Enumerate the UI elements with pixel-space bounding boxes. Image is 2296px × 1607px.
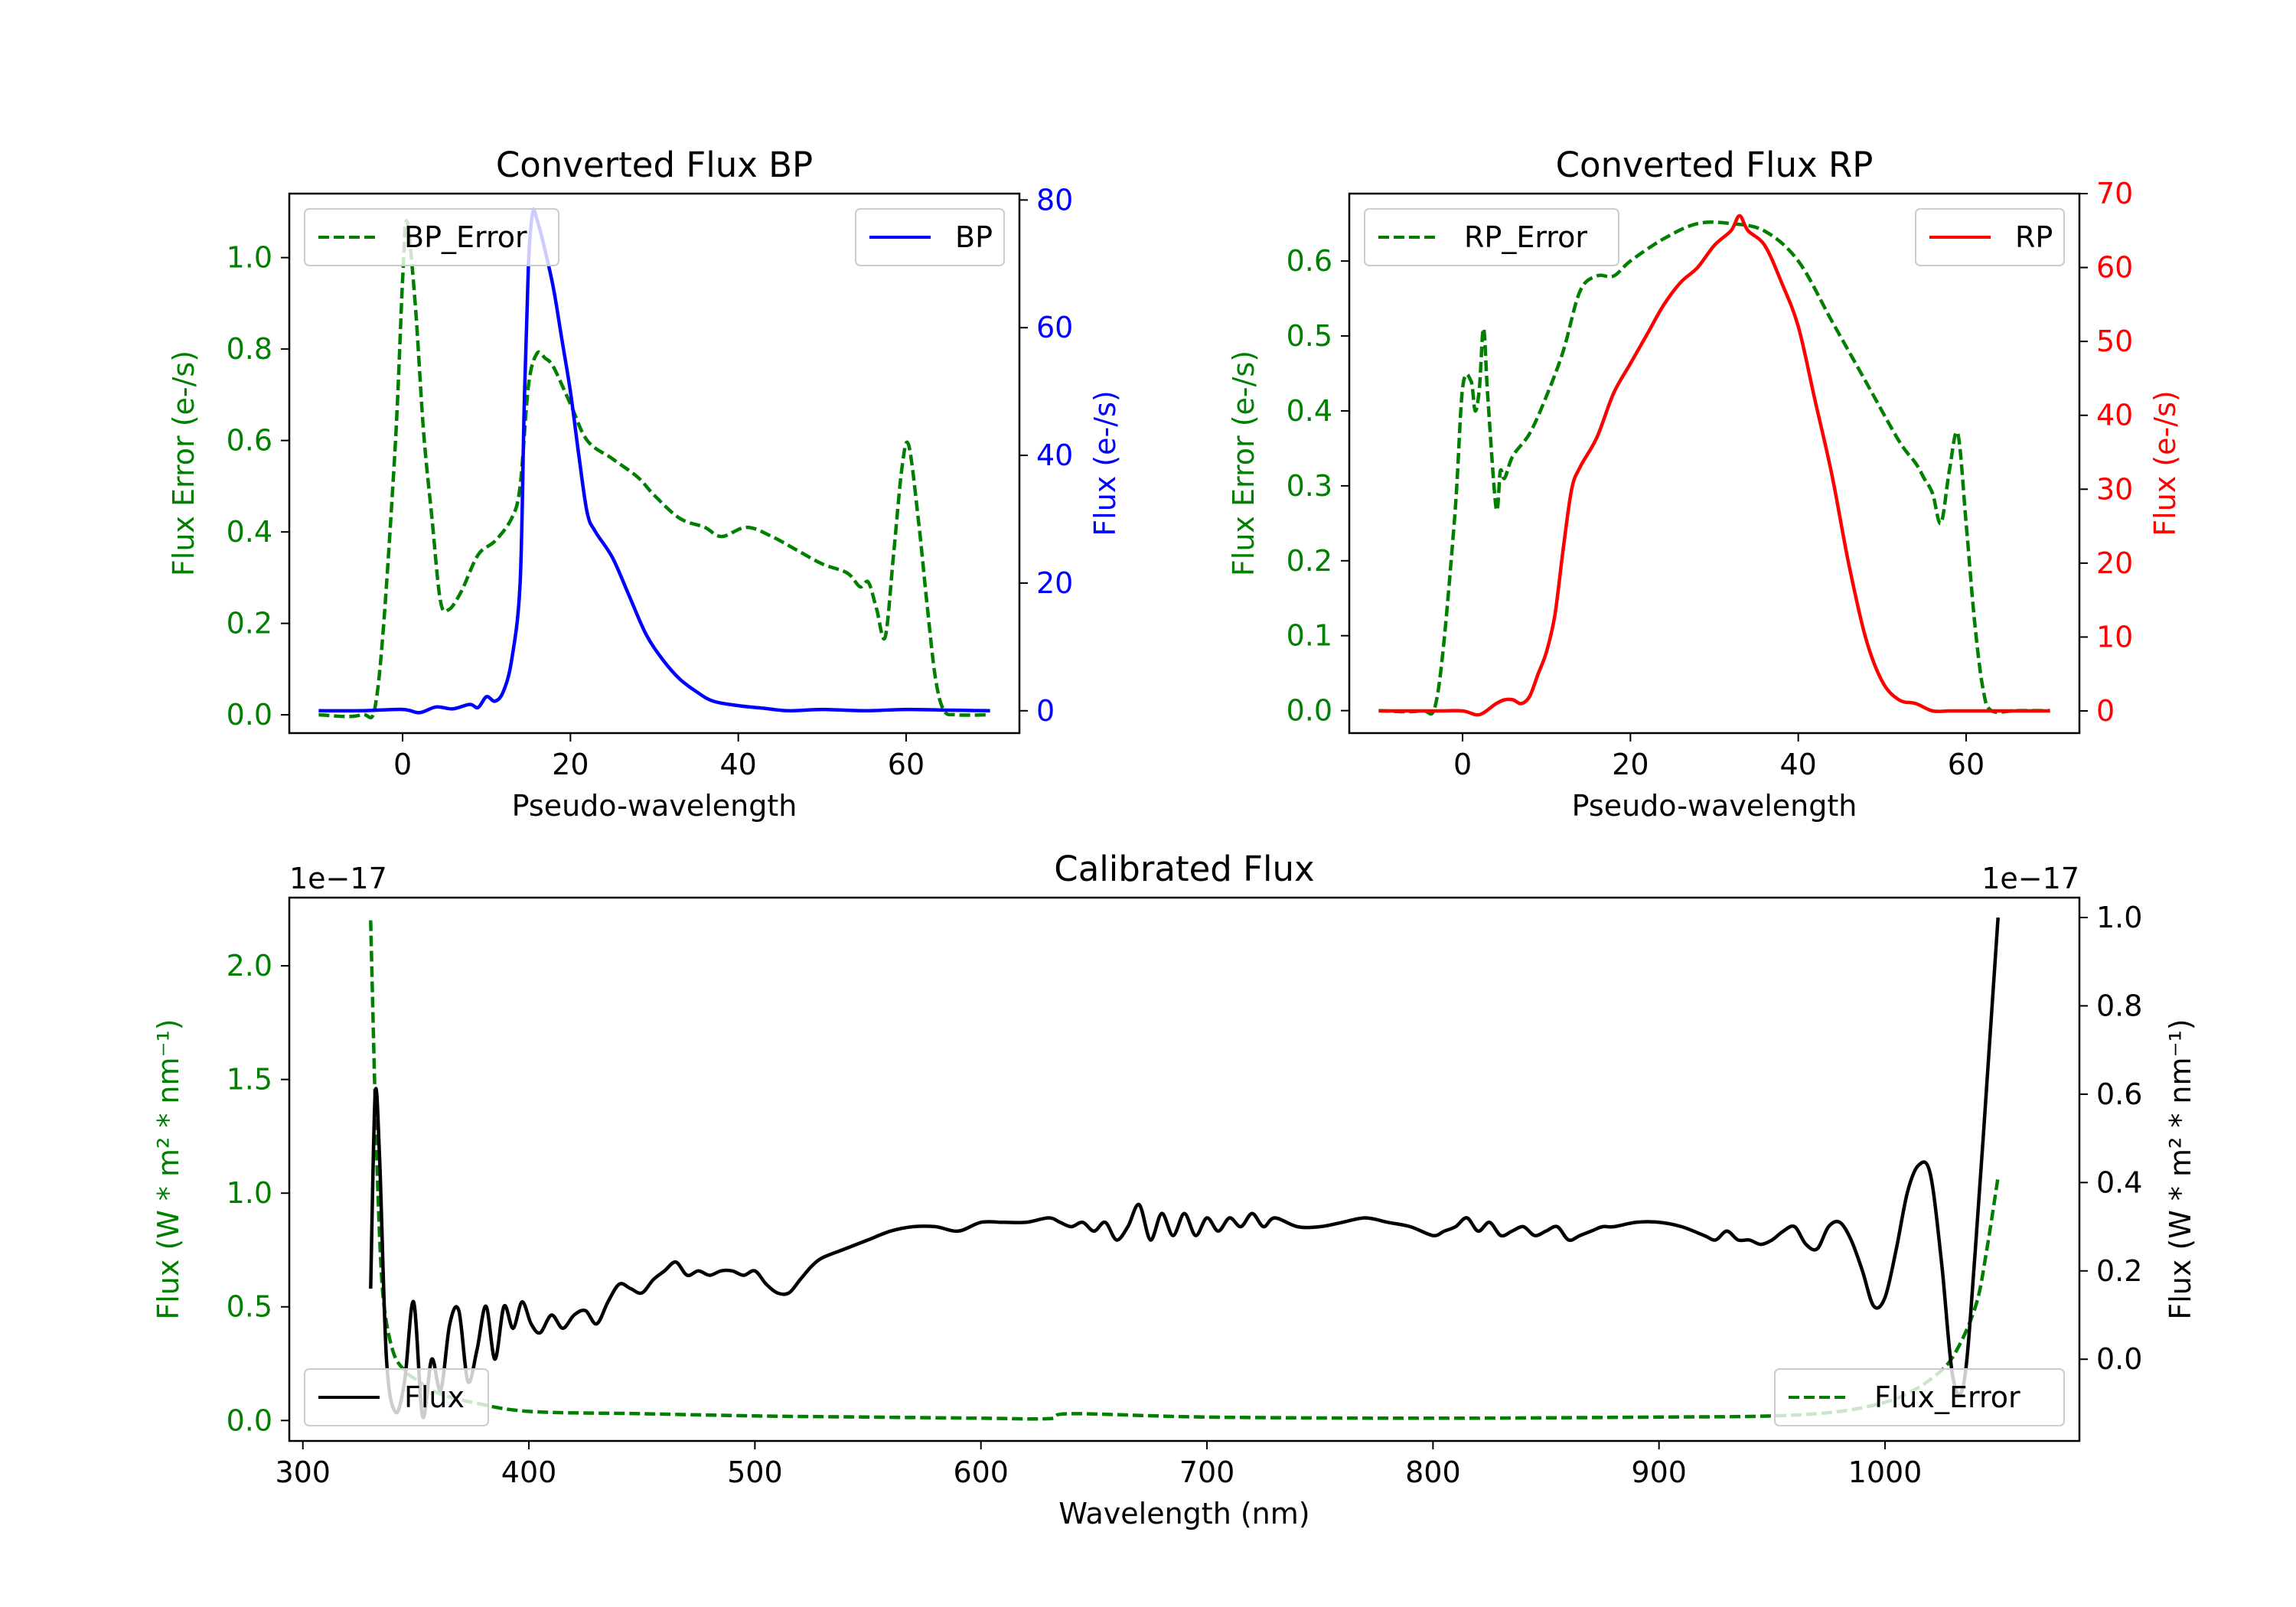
axes-frame — [288, 192, 1021, 735]
y-left-tick-label: 1.0 — [227, 241, 272, 275]
y-left-axis-label: Flux Error (e-/s) — [167, 350, 201, 576]
y-left-tick-label: 0.2 — [227, 607, 272, 641]
y-right-tick-label: 0.0 — [2096, 1342, 2142, 1376]
axes-frame — [1348, 192, 2081, 735]
y-left-tick-label: 0.0 — [227, 1403, 272, 1437]
y-right-axis-label: Flux (e-/s) — [2148, 390, 2182, 536]
x-tick-label: 700 — [1179, 1455, 1235, 1489]
y-left-tick-label: 0.6 — [1287, 244, 1332, 278]
x-tick-label: 300 — [275, 1455, 331, 1489]
chart-title: Converted Flux RP — [1556, 145, 1874, 185]
x-tick-label: 60 — [888, 748, 925, 781]
chart-title: Converted Flux BP — [496, 145, 813, 185]
y-left-tick-label: 1.5 — [227, 1063, 272, 1097]
y-right-tick-label: 0.8 — [2096, 989, 2142, 1022]
x-axis-label: Wavelength (nm) — [1058, 1497, 1309, 1530]
x-tick-label: 400 — [501, 1455, 557, 1489]
x-axis-label: Pseudo-wavelength — [1572, 789, 1857, 823]
legend-rp-error: RP_Error — [1364, 208, 1619, 266]
y-left-tick-label: 0.0 — [227, 698, 272, 732]
y-right-tick-label: 70 — [2096, 177, 2133, 210]
axes-frame — [288, 896, 2081, 1442]
legend-label: BP_Error — [404, 220, 527, 254]
legend-label: Flux — [404, 1380, 465, 1414]
x-tick-label: 0 — [1453, 748, 1472, 781]
y-right-tick-label: 0.2 — [2096, 1254, 2142, 1288]
legend-frame — [1364, 208, 1619, 266]
x-tick-label: 600 — [953, 1455, 1009, 1489]
legend-frame — [304, 208, 559, 266]
chart-cal: 300 400 500 600 700 800 900 1000 0.0 0.5 1.0 1.5 2.0… — [152, 849, 2197, 1530]
x-tick-label: 500 — [727, 1455, 783, 1489]
y-left-axis-label: Flux (W * m² * nm⁻¹) — [152, 1019, 185, 1319]
legend-flux: Flux — [304, 1368, 489, 1426]
y-right-tick-label: 0 — [2096, 694, 2115, 728]
y-right-tick-label: 60 — [1036, 311, 1073, 344]
y-right-axis-label: Flux (e-/s) — [1088, 390, 1122, 536]
x-tick-label: 1000 — [1848, 1455, 1923, 1489]
y-left-tick-label: 0.4 — [227, 515, 272, 549]
x-tick-label: 40 — [719, 748, 756, 781]
y-right-tick-label: 40 — [2096, 399, 2133, 432]
y-right-tick-label: 40 — [1036, 438, 1073, 472]
chart-bp: 0 20 40 60 0.0 0.2 0.4 0.6 0.8 1.0 0 20 40 60 80 Conver… — [167, 145, 1122, 823]
y-right-tick-label: 0 — [1036, 694, 1055, 728]
y-right-axis-label: Flux (W * m² * nm⁻¹) — [2164, 1019, 2197, 1319]
y-right-tick-label: 0.4 — [2096, 1165, 2142, 1199]
legend-frame — [1774, 1368, 2065, 1426]
chart-rp: 0 20 40 60 0.0 0.1 0.2 0.3 0.4 0.5 0.6 0 10 20 30 40 50 6… — [1227, 145, 2182, 823]
y-left-tick-label: 0.1 — [1287, 619, 1332, 653]
legend-flux-error: Flux_Error — [1774, 1368, 2065, 1426]
x-tick-label: 60 — [1948, 748, 1985, 781]
x-tick-label: 40 — [1779, 748, 1816, 781]
y-left-tick-label: 0.5 — [227, 1290, 272, 1324]
chart-title: Calibrated Flux — [1054, 849, 1314, 889]
series-line-flux — [369, 917, 2000, 1420]
y-left-tick-label: 0.2 — [1287, 544, 1332, 578]
series-line-bp-error — [318, 219, 990, 720]
series-line-rp-error — [1378, 220, 2050, 716]
y-left-offset-label: 1e−17 — [289, 862, 387, 895]
legend-frame — [304, 1368, 489, 1426]
y-right-tick-label: 20 — [1036, 566, 1073, 600]
y-right-tick-label: 60 — [2096, 251, 2133, 285]
legend-bp-error: BP_Error — [304, 208, 559, 266]
x-axis-label: Pseudo-wavelength — [512, 789, 797, 823]
y-left-axis-label: Flux Error (e-/s) — [1227, 350, 1261, 576]
series-line-flux-error — [369, 920, 2000, 1421]
legend-rp: RP — [1915, 208, 2065, 266]
legend-bp: BP — [855, 208, 1005, 266]
y-left-tick-label: 0.3 — [1287, 469, 1332, 503]
y-left-tick-label: 0.8 — [227, 332, 272, 366]
y-left-tick-label: 0.5 — [1287, 319, 1332, 353]
legend-label: BP — [955, 220, 993, 254]
x-tick-label: 20 — [1612, 748, 1649, 781]
y-left-tick-label: 0.6 — [227, 424, 272, 458]
y-left-tick-label: 2.0 — [227, 949, 272, 983]
legend-label: Flux_Error — [1874, 1380, 2020, 1414]
x-tick-label: 0 — [393, 748, 412, 781]
y-right-tick-label: 10 — [2096, 620, 2133, 654]
y-right-tick-label: 0.6 — [2096, 1077, 2142, 1111]
x-tick-label: 900 — [1631, 1455, 1687, 1489]
y-right-tick-label: 20 — [2096, 546, 2133, 580]
x-tick-label: 20 — [552, 748, 589, 781]
y-right-tick-label: 1.0 — [2096, 901, 2142, 934]
y-right-tick-label: 80 — [1036, 183, 1073, 217]
y-left-tick-label: 1.0 — [227, 1176, 272, 1210]
series-line-bp — [318, 207, 990, 715]
x-tick-label: 800 — [1405, 1455, 1461, 1489]
y-right-tick-label: 50 — [2096, 324, 2133, 358]
y-left-tick-label: 0.4 — [1287, 394, 1332, 428]
legend-label: RP_Error — [1464, 220, 1587, 254]
legend-label: RP — [2015, 220, 2053, 254]
y-right-offset-label: 1e−17 — [1981, 862, 2079, 895]
y-right-tick-label: 30 — [2096, 472, 2133, 506]
y-left-tick-label: 0.0 — [1287, 694, 1332, 728]
series-line-rp — [1378, 214, 2050, 717]
